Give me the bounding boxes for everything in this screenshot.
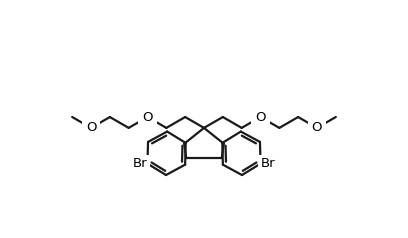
Text: O: O bbox=[142, 110, 153, 124]
Text: O: O bbox=[255, 110, 266, 124]
Text: O: O bbox=[312, 121, 322, 134]
Text: O: O bbox=[86, 121, 96, 134]
Text: Br: Br bbox=[261, 157, 275, 170]
Text: Br: Br bbox=[133, 157, 147, 170]
